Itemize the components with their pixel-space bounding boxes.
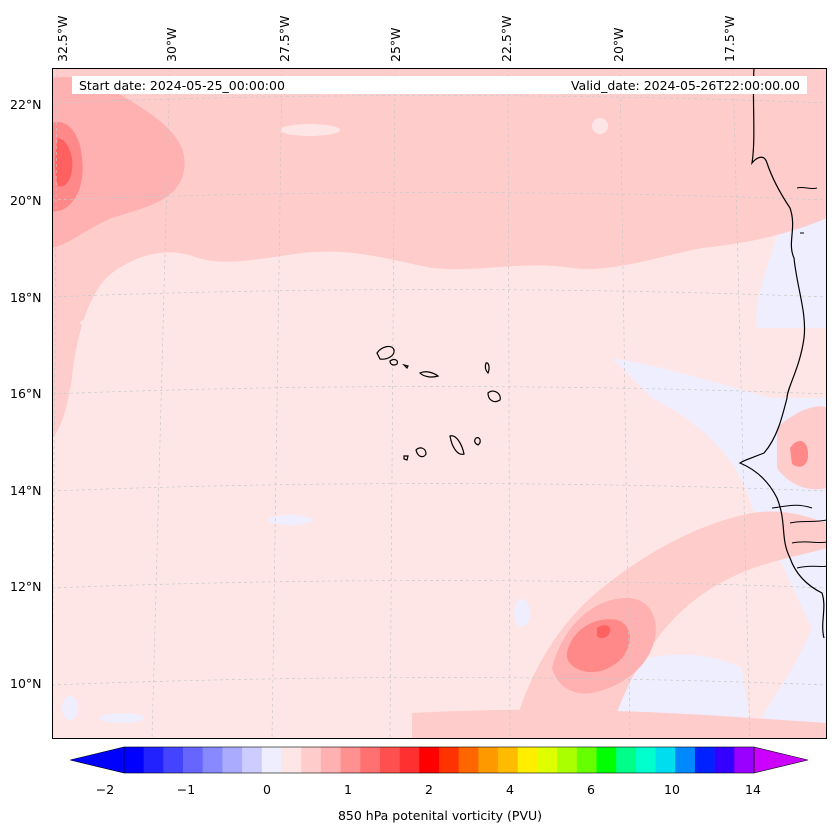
colorbar-segment — [143, 747, 164, 773]
cape-verde-islands — [376, 345, 501, 461]
pv-west-maximum — [52, 77, 185, 248]
date-info-box — [72, 76, 807, 94]
colorbar-max-arrow — [753, 746, 809, 774]
lat-label-22n: 22°N — [10, 97, 42, 112]
island-sao-vicente — [389, 358, 399, 366]
map-panel[interactable] — [52, 68, 827, 739]
colorbar-segment — [517, 747, 538, 773]
pv-band-gap-2 — [592, 118, 608, 134]
colorbar-segment — [360, 747, 381, 773]
colorbar-tick-6: 6 — [587, 782, 595, 797]
lon-label-30w: 30°W — [164, 27, 179, 62]
island-santo-antao — [376, 345, 395, 360]
pv-northern-band — [52, 68, 827, 438]
island-fogo — [415, 447, 427, 458]
colorbar-segment — [419, 747, 440, 773]
lat-label-10n: 10°N — [10, 676, 42, 691]
colorbar-tick-4: 4 — [506, 782, 514, 797]
colorbar-segment — [714, 747, 735, 773]
colorbar-segment — [458, 747, 479, 773]
colorbar-segments — [124, 747, 755, 773]
colorbar-tick-2: 2 — [425, 782, 433, 797]
start-date-text: Start date: 2024-05-25_00:00:00 — [79, 78, 285, 93]
island-boa-vista — [487, 390, 501, 403]
colorbar-segment — [596, 747, 617, 773]
colorbar-segment — [124, 747, 144, 773]
graticule — [52, 68, 827, 739]
lon-label-17-5w: 17.5°W — [722, 15, 737, 62]
colorbar-segment — [379, 747, 400, 773]
island-santa-luzia — [402, 363, 409, 370]
colorbar-tick-1: 1 — [344, 782, 352, 797]
colorbar-segment — [557, 747, 578, 773]
colorbar-tick-14: 14 — [745, 782, 761, 797]
colorbar-segment — [478, 747, 499, 773]
pv-southern-strong — [566, 619, 630, 673]
africa-inland-border — [771, 504, 827, 569]
pv-band-gap — [280, 124, 340, 136]
island-sao-nicolau — [418, 371, 440, 378]
pv-eastern-patch-strong — [790, 441, 809, 467]
island-brava — [403, 455, 409, 461]
colorbar-segment — [655, 747, 676, 773]
pv-south-strip — [412, 709, 827, 739]
island-sal — [484, 362, 490, 375]
colorbar-segment — [635, 747, 656, 773]
colorbar-label: 850 hPa potenital vorticity (PVU) — [337, 808, 543, 823]
colorbar-segment — [183, 747, 204, 773]
colorbar-segment — [301, 747, 322, 773]
pv-west-core — [55, 138, 73, 187]
lat-label-14n: 14°N — [10, 483, 42, 498]
lon-label-22-5w: 22.5°W — [499, 15, 514, 62]
colorbar-min-arrow — [70, 746, 125, 774]
lon-label-32-5w: 32.5°W — [55, 15, 70, 62]
colorbar-segment — [616, 747, 637, 773]
colorbar-segment — [163, 747, 184, 773]
colorbar-segment — [498, 747, 519, 773]
colorbar-tick-neg1: −1 — [176, 782, 196, 797]
valid-date-text: Valid_date: 2024-05-26T22:00:00.00 — [570, 78, 800, 93]
colorbar-segment — [439, 747, 459, 773]
colorbar-tick-neg2: −2 — [95, 782, 115, 797]
lon-label-20w: 20°W — [611, 27, 626, 62]
pv-negative-area-east — [612, 358, 827, 739]
pv-negative-patch-3 — [62, 696, 78, 720]
lat-label-12n: 12°N — [10, 579, 42, 594]
pv-negative-patch-2 — [514, 599, 530, 627]
colorbar-segment — [399, 747, 420, 773]
pv-negative-patch-4 — [100, 713, 144, 723]
colorbar-segment — [222, 747, 243, 773]
island-santiago — [449, 435, 465, 455]
colorbar-segment — [261, 747, 282, 773]
africa-coastline — [738, 68, 825, 639]
colorbar-segment — [694, 747, 715, 773]
pv-negative-patch — [268, 515, 312, 525]
colorbar-segment — [320, 747, 341, 773]
colorbar-tick-10: 10 — [664, 782, 680, 797]
colorbar — [70, 746, 809, 774]
colorbar-segment — [340, 747, 361, 773]
lat-label-18n: 18°N — [10, 290, 42, 305]
colorbar-tick-0: 0 — [263, 782, 271, 797]
colorbar-segment — [734, 747, 755, 773]
island-maio — [474, 437, 481, 446]
colorbar-segment — [202, 747, 223, 773]
pv-southern-core — [597, 625, 611, 639]
lat-label-16n: 16°N — [10, 386, 42, 401]
sahara-border — [796, 186, 818, 234]
lat-label-20n: 20°N — [10, 193, 42, 208]
colorbar-segment — [675, 747, 696, 773]
colorbar-segment — [537, 747, 558, 773]
lon-label-25w: 25°W — [388, 27, 403, 62]
colorbar-segment — [242, 747, 263, 773]
pv-band-gap-3 — [80, 319, 104, 327]
colorbar-segment — [576, 747, 597, 773]
lon-label-27-5w: 27.5°W — [277, 15, 292, 62]
colorbar-segment — [281, 747, 302, 773]
